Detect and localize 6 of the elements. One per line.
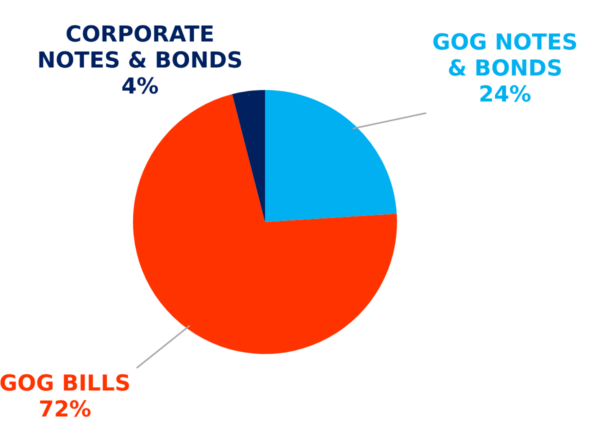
data-label: 4%: [121, 74, 159, 100]
data-label: 24%: [478, 82, 532, 108]
data-label: 72%: [38, 398, 92, 423]
slice-label: GOG NOTES & BONDS: [432, 30, 578, 82]
slice-label: GOG BILLS: [0, 372, 131, 397]
slice-label: CORPORATE NOTES & BONDS: [37, 22, 243, 74]
